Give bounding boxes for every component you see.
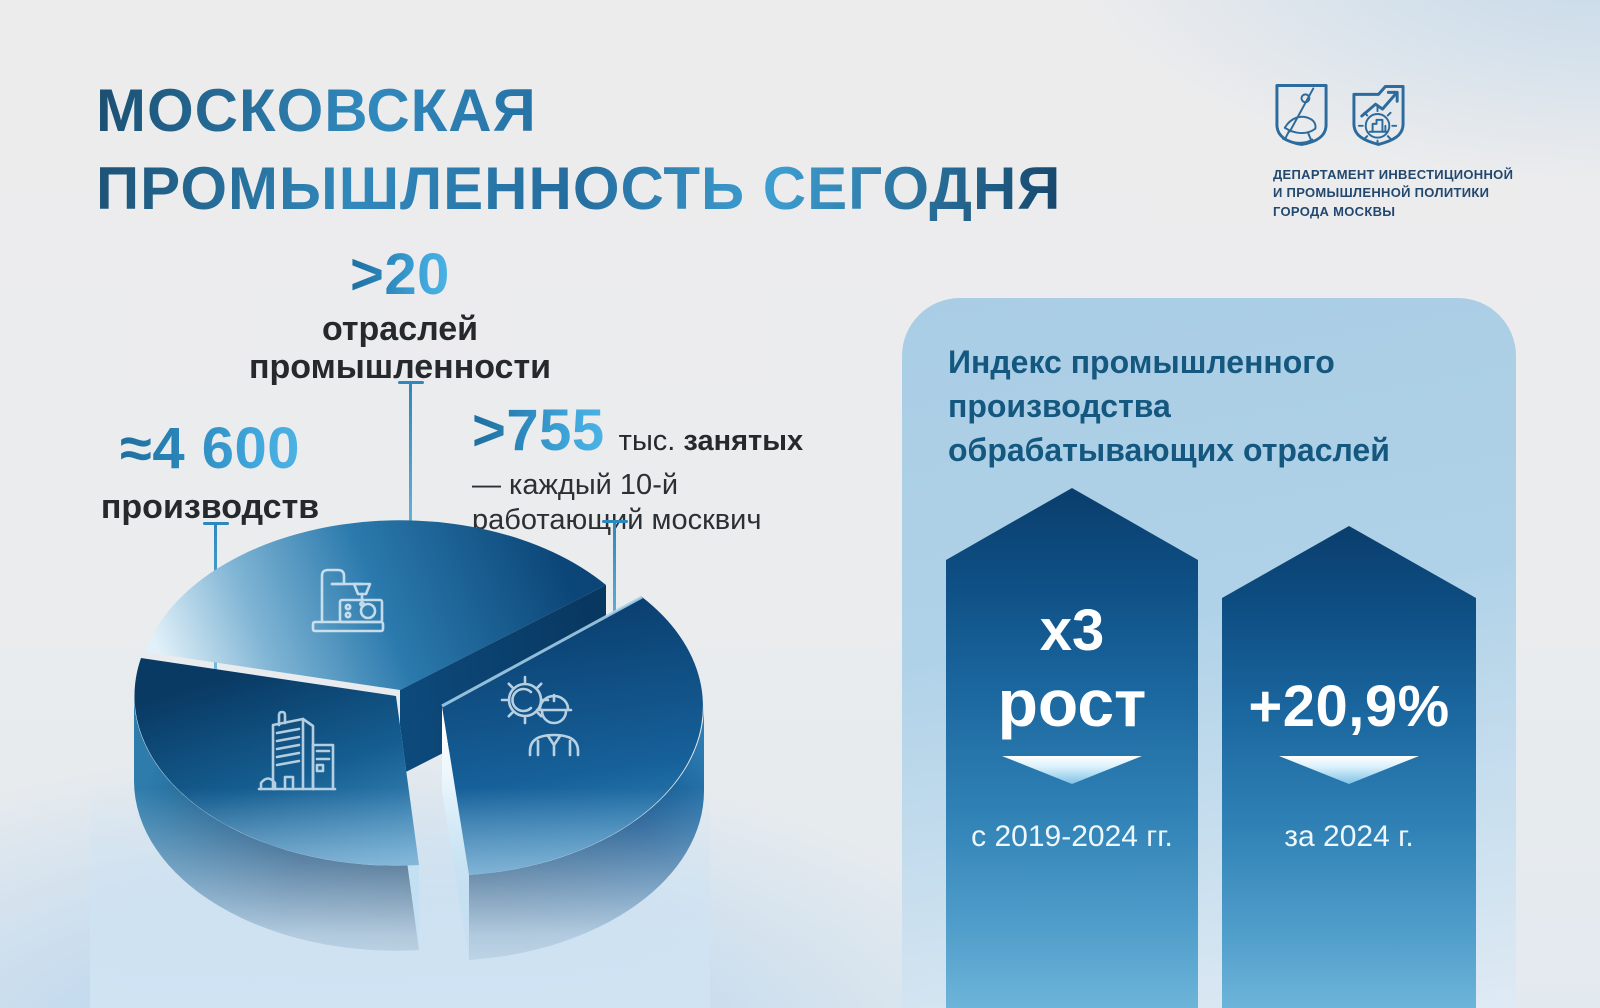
callout-line-industries	[409, 381, 412, 633]
org-name-line3: ГОРОДА МОСКВЫ	[1273, 203, 1396, 219]
org-name-line1: ДЕПАРТАМЕНТ ИНВЕСТИЦИОННОЙ	[1273, 167, 1514, 182]
stat-industries-label-line2: промышленности	[248, 348, 552, 387]
stat-employed-unit-text: тыс.	[618, 425, 676, 457]
index-panel-title-line3: обрабатывающих отраслей	[948, 432, 1390, 468]
org-name: ДЕПАРТАМЕНТ ИНВЕСТИЦИОННОЙ И ПРОМЫШЛЕННО…	[1273, 166, 1553, 221]
stat-employed-note-line1: — каждый 10-й	[472, 469, 679, 501]
page-title-line2: ПРОМЫШЛЕННОСТЬ СЕГОДНЯ	[96, 155, 1062, 222]
stat-industries-label-line1: отраслей	[321, 310, 479, 348]
stat-industries-value: >20	[350, 242, 450, 307]
index-col1-period: с 2019-2024 гг.	[971, 820, 1173, 853]
index-column-2024: +20,9% за 2024 г.	[1222, 526, 1476, 1008]
stat-industries: >20 отраслей промышленности	[245, 242, 555, 387]
stat-productions: ≈4 600 производств	[60, 416, 360, 527]
stat-productions-label: производств	[100, 488, 320, 526]
chevron-down-icon	[1279, 756, 1419, 784]
stat-employed-unit-bold: занятых	[683, 425, 804, 457]
pie-chart-svg	[80, 520, 720, 1008]
index-column-2019-2024: x3 рост с 2019-2024 гг.	[946, 488, 1198, 1008]
index-col1-value-line2: рост	[997, 666, 1147, 740]
index-panel-title-line2: производства	[948, 388, 1171, 424]
cnc-machine-icon	[311, 568, 385, 633]
chevron-down-icon	[1002, 756, 1142, 784]
stat-employed-note: — каждый 10-й работающий москвич	[472, 468, 872, 539]
pie-chart-3d	[80, 478, 720, 1008]
page-title-line1: МОСКОВСКАЯ	[96, 77, 537, 144]
index-col2-period: за 2024 г.	[1284, 820, 1414, 853]
index-panel: Индекс промышленного производства обраба…	[902, 298, 1516, 1008]
pie-bottom-fade	[80, 778, 720, 1008]
industry-department-emblem-icon	[1352, 85, 1405, 146]
logo-group	[1273, 82, 1407, 148]
index-col1-value-line1: x3	[1039, 598, 1105, 663]
stat-productions-value: ≈4 600	[120, 416, 300, 481]
stat-employed: >755 тыс. занятых — каждый 10-й работающ…	[472, 402, 872, 539]
stat-employed-row: >755 тыс. занятых	[472, 402, 872, 460]
index-col2-value: +20,9%	[1248, 674, 1450, 739]
stat-employed-value: >755	[472, 398, 605, 463]
index-panel-title-line1: Индекс промышленного	[948, 344, 1335, 380]
stat-employed-unit: тыс. занятых	[619, 425, 803, 458]
moscow-coat-of-arms-icon	[1275, 84, 1328, 146]
worker-gear-icon	[500, 675, 580, 757]
index-panel-title: Индекс промышленного производства обраба…	[948, 340, 1448, 472]
stat-industries-label: отраслей промышленности	[245, 310, 555, 386]
org-name-line2: И ПРОМЫШЛЕННОЙ ПОЛИТИКИ	[1273, 185, 1490, 201]
page-title: МОСКОВСКАЯ ПРОМЫШЛЕННОСТЬ СЕГОДНЯ	[96, 72, 1061, 228]
